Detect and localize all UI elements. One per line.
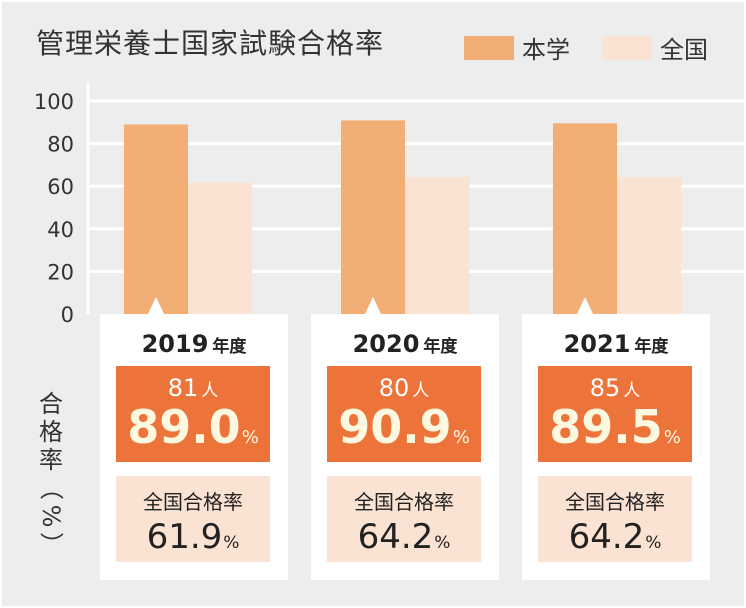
y-tick-label: 40 xyxy=(47,218,74,242)
legend-item-national: 全国 xyxy=(602,30,708,65)
count-value: 85 xyxy=(589,374,621,402)
rate-value: 89.5 xyxy=(549,400,663,454)
percent-sign: % xyxy=(434,533,451,553)
rate-value: 61.9 xyxy=(146,517,223,557)
school-pass-rate: 89.0% xyxy=(116,404,270,450)
bar-national-2021 xyxy=(617,177,681,314)
percent-sign: % xyxy=(241,427,259,448)
passer-count: 81 人 xyxy=(116,374,270,402)
passer-count: 80 人 xyxy=(327,374,481,402)
national-rate-label: 全国合格率 xyxy=(354,490,454,514)
count-unit: 人 xyxy=(623,381,641,401)
rate-value: 64.2 xyxy=(568,517,645,557)
y-tick-labels: 0 20 40 60 80 100 xyxy=(34,90,74,327)
y-tick-label: 0 xyxy=(61,303,74,327)
national-rate-label: 全国合格率 xyxy=(143,490,243,514)
percent-sign: % xyxy=(663,427,681,448)
bars xyxy=(124,120,681,316)
bar-pointer-2020 xyxy=(364,297,382,316)
y-axis-title-char: 合 xyxy=(39,390,63,418)
year-value: 2020 xyxy=(352,330,420,358)
national-rate-label: 全国合格率 xyxy=(565,490,665,514)
percent-sign: % xyxy=(645,533,662,553)
card-year: 2019 年度 xyxy=(100,330,288,358)
school-pass-rate: 90.9% xyxy=(327,404,481,450)
year-card-2020: 2020 年度 80 人 90.9% 全国合格率 64.2% xyxy=(311,314,499,580)
legend-item-school: 本学 xyxy=(464,30,570,65)
school-result-box: 85 人 89.5% xyxy=(538,366,692,462)
passer-count: 85 人 xyxy=(538,374,692,402)
legend-label-national: 全国 xyxy=(660,36,708,64)
national-pass-rate: 64.2% xyxy=(538,517,692,557)
percent-sign: % xyxy=(452,427,470,448)
y-tick-label: 100 xyxy=(34,90,74,114)
y-tick-label: 20 xyxy=(47,260,74,284)
y-axis-title-char: 率 xyxy=(39,446,63,474)
y-axis-title-char: 格 xyxy=(39,418,63,446)
count-unit: 人 xyxy=(412,381,430,401)
bar-national-2020 xyxy=(405,177,469,314)
chart-title: 管理栄養士国家試験合格率 xyxy=(36,27,385,60)
rate-value: 89.0 xyxy=(127,400,241,454)
school-result-box: 81 人 89.0% xyxy=(116,366,270,462)
year-value: 2019 xyxy=(141,330,209,358)
rate-value: 64.2 xyxy=(357,517,434,557)
y-tick-label: 60 xyxy=(47,175,74,199)
card-year: 2020 年度 xyxy=(311,330,499,358)
legend-swatch-national xyxy=(602,35,652,60)
percent-sign: % xyxy=(223,533,240,553)
count-unit: 人 xyxy=(201,381,219,401)
legend-label-school: 本学 xyxy=(522,36,570,64)
y-axis-title-char: （ xyxy=(37,476,65,500)
school-pass-rate: 89.5% xyxy=(538,404,692,450)
rate-value: 90.9 xyxy=(338,400,452,454)
y-axis-title: 合 格 率 （ % ） xyxy=(37,390,65,558)
year-unit: 年度 xyxy=(212,337,247,357)
count-value: 80 xyxy=(378,374,410,402)
year-card-2021: 2021 年度 85 人 89.5% 全国合格率 64.2% xyxy=(522,314,710,580)
y-tick-label: 80 xyxy=(47,133,74,157)
count-value: 81 xyxy=(167,374,199,402)
year-unit: 年度 xyxy=(634,337,669,357)
bar-school-2021 xyxy=(553,123,617,315)
national-result-box: 全国合格率 61.9% xyxy=(116,476,270,562)
bar-school-2020 xyxy=(341,120,405,315)
legend-swatch-school xyxy=(464,35,514,60)
year-unit: 年度 xyxy=(423,337,458,357)
bar-pointer-2019 xyxy=(147,297,165,316)
bar-pointer-2021 xyxy=(576,297,594,316)
year-card-2019: 2019 年度 81 人 89.0% 全国合格率 61.9% xyxy=(100,314,288,580)
national-pass-rate: 64.2% xyxy=(327,517,481,557)
y-axis-title-char: ） xyxy=(37,532,65,556)
national-pass-rate: 61.9% xyxy=(116,517,270,557)
card-year: 2021 年度 xyxy=(522,330,710,358)
national-result-box: 全国合格率 64.2% xyxy=(327,476,481,562)
y-axis-title-char: % xyxy=(37,504,65,528)
bar-school-2019 xyxy=(124,124,188,315)
year-value: 2021 xyxy=(563,330,631,358)
national-result-box: 全国合格率 64.2% xyxy=(538,476,692,562)
bar-national-2019 xyxy=(188,182,252,314)
school-result-box: 80 人 90.9% xyxy=(327,366,481,462)
